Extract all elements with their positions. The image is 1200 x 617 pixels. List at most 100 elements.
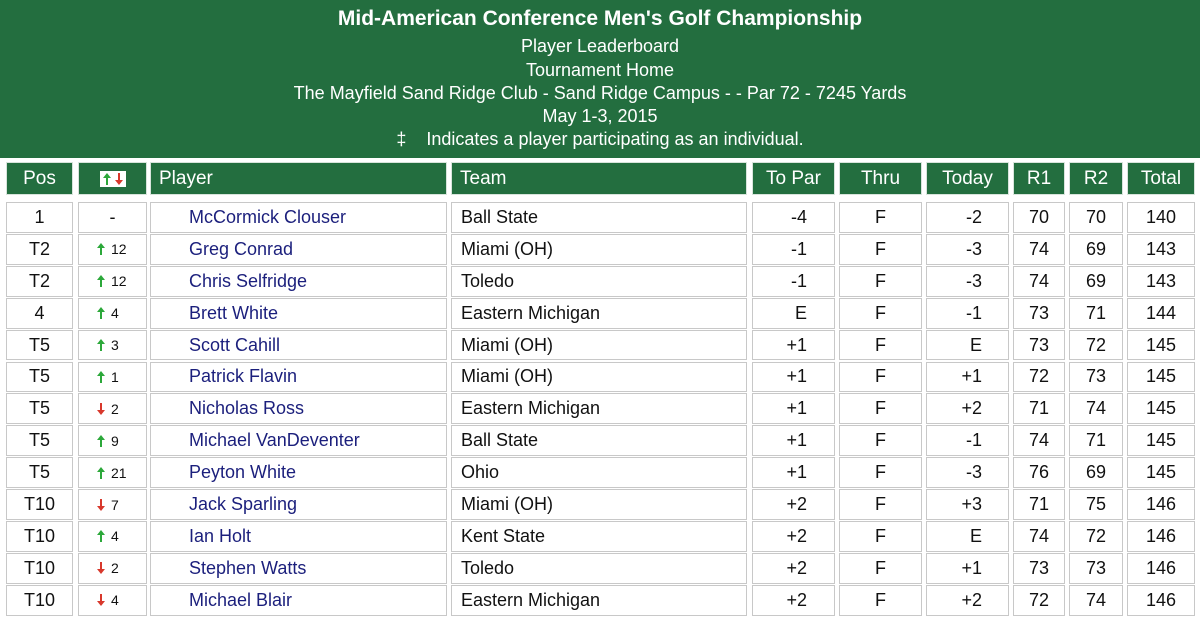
r1: 73 [1013,329,1065,361]
total: 143 [1127,265,1195,297]
r1: 74 [1013,521,1065,552]
thru: F [839,521,922,552]
arrow-down [114,172,123,185]
movement-change: 4 [111,305,119,322]
r1: 73 [1013,297,1065,329]
r1: 71 [1013,489,1065,520]
to-par: +2 [752,584,835,616]
column-header: R1 [1013,162,1065,195]
team: Miami (OH) [451,233,747,265]
movement-change: 21 [111,464,127,481]
to-par: +1 [752,457,835,489]
team: Ohio [451,457,747,489]
to-par: -1 [752,265,835,297]
movement-change: 7 [111,496,119,513]
total: 146 [1127,552,1195,584]
player[interactable]: Michael VanDeventer [150,425,447,457]
thru: F [839,361,922,393]
r1: 72 [1013,361,1065,393]
total: 145 [1127,329,1195,361]
thru: F [839,457,922,489]
r2: 72 [1069,329,1123,361]
player[interactable]: Chris Selfridge [150,265,447,297]
today: +1 [926,552,1009,584]
r2: 70 [1069,202,1123,233]
pos: T5 [6,457,73,489]
dates: May 1-3, 2015 [542,106,658,126]
column-header: R2 [1069,162,1123,195]
r1: 70 [1013,202,1065,233]
pos: 4 [6,297,73,329]
column-header: Team [451,162,747,195]
arrow-up [97,530,105,543]
movement: 21 [78,457,147,489]
column-header: Thru [839,162,922,195]
column-header: Today [926,162,1009,195]
column-header: Total [1127,162,1195,195]
pos: T10 [6,521,73,552]
r2: 73 [1069,552,1123,584]
team: Miami (OH) [451,329,747,361]
player[interactable]: Ian Holt [150,521,447,552]
thru: F [839,584,922,616]
arrow-down [97,594,105,607]
player[interactable]: Brett White [150,297,447,329]
player[interactable]: Greg Conrad [150,233,447,265]
to-par: +1 [752,425,835,457]
subtitle: Player Leaderboard [520,36,680,56]
player[interactable]: Peyton White [150,457,447,489]
player[interactable]: Scott Cahill [150,329,447,361]
total: 146 [1127,521,1195,552]
player[interactable]: McCormick Clouser [150,202,447,233]
note-line: ‡ Indicates a player participating as an… [0,128,1200,150]
movement: - [78,202,147,233]
movement-change: 12 [111,241,127,258]
player[interactable]: Jack Sparling [150,489,447,520]
movement: 2 [78,552,147,584]
course: The Mayfield Sand Ridge Club - Sand Ridg… [293,83,907,103]
r2: 69 [1069,265,1123,297]
total: 145 [1127,393,1195,425]
total: 146 [1127,489,1195,520]
total: 144 [1127,297,1195,329]
team: Miami (OH) [451,489,747,520]
today: E [926,329,1009,361]
pos: T10 [6,584,73,616]
arrow-up [97,275,105,288]
pos: T5 [6,329,73,361]
total: 143 [1127,233,1195,265]
tournament-home-link[interactable]: Tournament Home [525,60,675,80]
pos: T5 [6,393,73,425]
total: 145 [1127,457,1195,489]
today: -3 [926,265,1009,297]
player[interactable]: Patrick Flavin [150,361,447,393]
movement: 9 [78,425,147,457]
movement: 3 [78,329,147,361]
today: -3 [926,457,1009,489]
note-symbol: ‡ [396,129,407,149]
pos: 1 [6,202,73,233]
total: 146 [1127,584,1195,616]
thru: F [839,233,922,265]
movement-change: 3 [111,337,119,354]
note: Indicates a player participating as an i… [426,129,804,149]
team: Miami (OH) [451,361,747,393]
r1: 73 [1013,552,1065,584]
player[interactable]: Nicholas Ross [150,393,447,425]
arrow-up [102,172,111,185]
r2: 74 [1069,393,1123,425]
arrow-down [97,562,105,575]
title: Mid-American Conference Men's Golf Champ… [337,7,863,30]
to-par: -4 [752,202,835,233]
pos: T5 [6,425,73,457]
player[interactable]: Stephen Watts [150,552,447,584]
team: Toledo [451,552,747,584]
movement: 4 [78,297,147,329]
today: +1 [926,361,1009,393]
thru: F [839,552,922,584]
pos: T5 [6,361,73,393]
r1: 72 [1013,584,1065,616]
column-header [78,162,147,195]
player[interactable]: Michael Blair [150,584,447,616]
total: 145 [1127,425,1195,457]
